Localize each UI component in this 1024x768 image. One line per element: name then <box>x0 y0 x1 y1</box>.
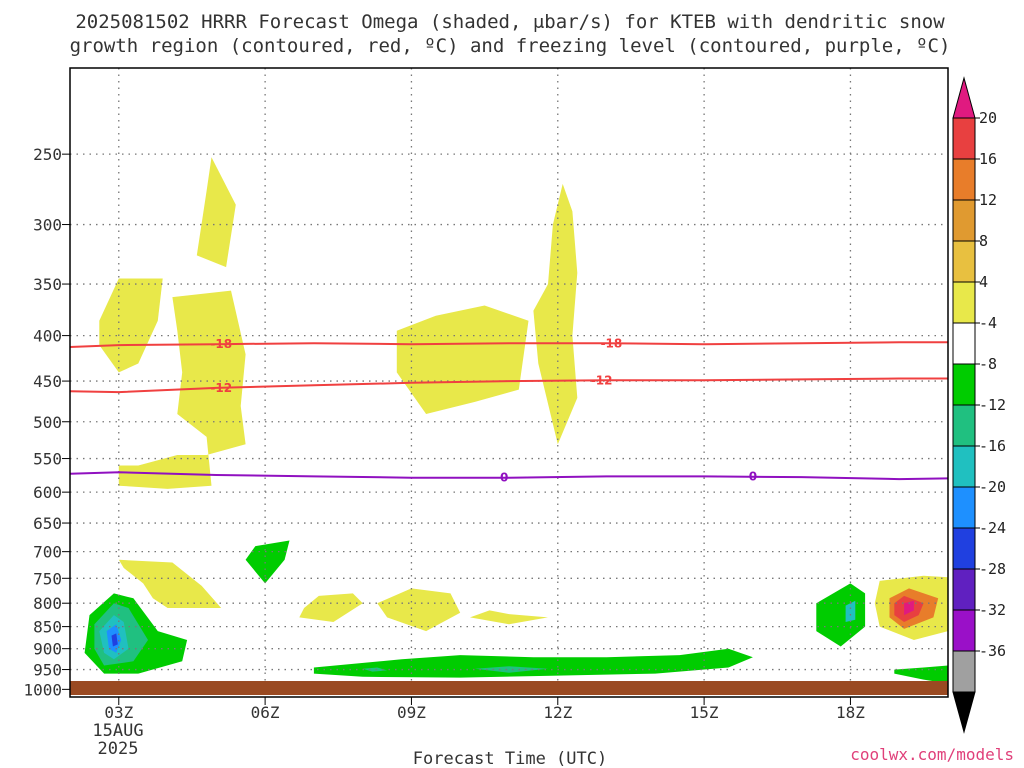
colorbar-segment <box>952 650 976 693</box>
x-tick-label: 06Z <box>251 703 280 722</box>
credit-text: coolwx.com/models <box>850 745 1014 764</box>
contour-label: 0 <box>749 470 757 484</box>
colorbar-segment <box>952 158 976 201</box>
colorbar-segment <box>952 281 976 324</box>
y-tick-label: 600 <box>33 483 62 502</box>
colorbar-label: -20 <box>979 478 1006 496</box>
y-tick-label: 250 <box>33 145 62 164</box>
colorbar-label: 4 <box>979 273 988 291</box>
x-tick-label: 15Z <box>690 703 719 722</box>
y-tick-label: 700 <box>33 543 62 562</box>
colorbar-label: 16 <box>979 150 997 168</box>
omega-region-13 <box>245 540 290 584</box>
x-axis-ticks: 03Z 06Z 09Z 12Z 15Z 18Z <box>104 697 865 722</box>
y-tick-label: 650 <box>33 514 62 533</box>
contour-lines: -18 -18 -12 -12 0 0 <box>69 336 949 485</box>
colorbar: 20 16 12 8 4 -4 -8 -12 -16 -20 -24 -28 -32 -36 <box>952 76 1006 734</box>
colorbar-label: -36 <box>979 642 1006 660</box>
y-tick-label: 800 <box>33 594 62 613</box>
chart-title-line1: 2025081502 HRRR Forecast Omega (shaded, … <box>75 11 945 33</box>
grid-lines <box>70 68 948 697</box>
omega-region-3 <box>396 305 529 414</box>
colorbar-segment <box>952 199 976 242</box>
omega-region-20 <box>474 666 548 673</box>
omega-region-23 <box>845 600 856 622</box>
y-tick-label: 950 <box>33 661 62 680</box>
contour-line-1 <box>69 377 948 394</box>
colorbar-segment <box>952 404 976 447</box>
colorbar-segment <box>952 445 976 488</box>
x-tick-label: 12Z <box>543 703 572 722</box>
colorbar-segment <box>952 363 976 406</box>
colorbar-top-arrow <box>952 76 976 119</box>
contour-label: -12 <box>210 381 232 395</box>
y-tick-label: 1000 <box>23 680 62 699</box>
omega-region-7 <box>377 588 461 632</box>
colorbar-segment <box>952 609 976 652</box>
colorbar-label: 20 <box>979 109 997 127</box>
omega-region-19 <box>313 648 753 678</box>
colorbar-label: -16 <box>979 437 1006 455</box>
y-tick-label: 900 <box>33 640 62 659</box>
plot-frame <box>69 67 949 698</box>
omega-shading <box>84 157 948 684</box>
y-tick-label: 750 <box>33 569 62 588</box>
colorbar-segment <box>952 322 976 365</box>
colorbar-label: -32 <box>979 601 1006 619</box>
omega-region-24 <box>894 665 948 684</box>
ground-bar <box>70 681 948 695</box>
y-tick-label: 300 <box>33 216 62 235</box>
x-tick-label: 18Z <box>836 703 865 722</box>
colorbar-label: -8 <box>979 355 997 373</box>
omega-region-1 <box>99 278 163 373</box>
omega-region-18 <box>111 633 118 647</box>
colorbar-label: -12 <box>979 396 1006 414</box>
contour-line-0 <box>69 341 948 348</box>
colorbar-label: 8 <box>979 232 988 250</box>
omega-region-6 <box>299 593 363 622</box>
omega-region-21 <box>362 667 388 672</box>
colorbar-segment <box>952 117 976 160</box>
omega-region-12 <box>904 600 914 616</box>
y-tick-label: 850 <box>33 618 62 637</box>
y-tick-label: 350 <box>33 275 62 294</box>
contour-label: -18 <box>210 337 232 351</box>
chart-title-line2: growth region (contoured, red, ºC) and f… <box>70 35 951 57</box>
colorbar-segment <box>952 568 976 611</box>
y-tick-label: 400 <box>33 327 62 346</box>
contour-line-2 <box>69 471 949 481</box>
y-tick-label: 450 <box>33 372 62 391</box>
colorbar-segment <box>952 486 976 529</box>
y-axis-ticks: 250 300 350 400 450 500 550 600 650 700 750 800 850 9… <box>23 145 70 699</box>
colorbar-bottom-arrow <box>952 691 976 734</box>
omega-region-8 <box>470 610 548 625</box>
colorbar-label: -4 <box>979 314 997 332</box>
colorbar-segment <box>952 527 976 570</box>
contour-label: -18 <box>601 336 623 350</box>
contour-label: -12 <box>591 373 613 387</box>
omega-region-4 <box>533 183 578 445</box>
y-tick-label: 500 <box>33 413 62 432</box>
contour-label: 0 <box>500 471 508 485</box>
omega-region-22 <box>816 583 866 647</box>
y-tick-label: 550 <box>33 450 62 469</box>
date-label-line2: 2025 <box>98 739 139 759</box>
colorbar-label: 12 <box>979 191 997 209</box>
x-axis-label: Forecast Time (UTC) <box>413 749 607 768</box>
date-label-line1: 15AUG <box>92 721 143 741</box>
omega-region-5 <box>118 559 222 608</box>
omega-region-0 <box>196 157 236 268</box>
colorbar-label: -28 <box>979 560 1006 578</box>
x-tick-label: 03Z <box>104 703 133 722</box>
x-tick-label: 09Z <box>397 703 426 722</box>
colorbar-label: -24 <box>979 519 1006 537</box>
colorbar-segment <box>952 240 976 283</box>
